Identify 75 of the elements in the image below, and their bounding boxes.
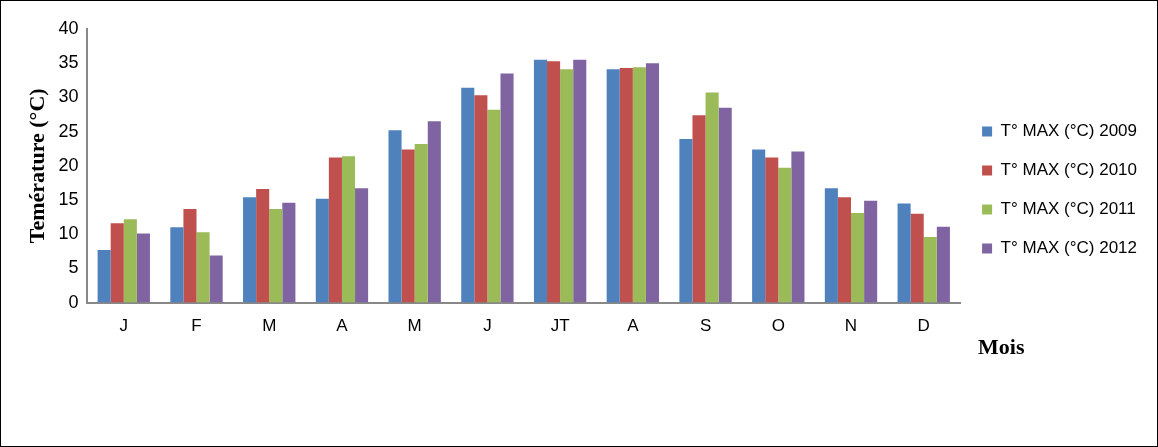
bar: [791, 151, 805, 303]
x-tick-label: O: [771, 316, 785, 336]
bar: [123, 219, 137, 303]
x-tick-label: A: [336, 316, 349, 336]
bar: [414, 143, 428, 303]
legend-label: T° MAX (°C) 2010: [1000, 160, 1138, 180]
bar: [851, 213, 865, 303]
x-tick-label: N: [844, 316, 858, 336]
x-tick-label: A: [627, 316, 640, 336]
bar: [355, 188, 369, 303]
bar: [645, 63, 660, 303]
y-tick-label: 30: [58, 86, 79, 107]
bar: [183, 208, 197, 303]
bar: [824, 188, 838, 303]
bar: [474, 95, 488, 303]
bar: [910, 213, 924, 303]
bar: [573, 59, 587, 303]
x-tick-label: M: [407, 316, 422, 336]
bar: [765, 157, 779, 303]
x-tick-label: D: [917, 316, 930, 336]
bar: [401, 149, 415, 303]
bar: [136, 233, 150, 303]
y-tick-label: 0: [68, 291, 79, 312]
bar: [718, 107, 732, 303]
y-tick-label: 10: [58, 223, 79, 244]
bar: [500, 73, 514, 303]
bar: [110, 223, 124, 303]
legend-label: T° MAX (°C) 2011: [1000, 199, 1136, 219]
bar: [897, 203, 911, 303]
legend-label: T° MAX (°C) 2009: [1000, 121, 1138, 141]
bar: [388, 130, 402, 303]
x-tick-label: J: [483, 316, 492, 336]
x-tick-label: J: [119, 316, 129, 336]
bar: [341, 156, 356, 303]
bar: [427, 121, 441, 303]
bar: [705, 92, 719, 303]
bar: [864, 200, 878, 303]
y-tick-label: 15: [58, 188, 79, 209]
bar: [606, 69, 620, 303]
bar: [560, 69, 574, 303]
bar: [533, 59, 548, 303]
x-tick-label: F: [191, 316, 202, 336]
x-axis-title: Mois: [978, 334, 1025, 360]
bar: [461, 87, 475, 303]
bar: [936, 226, 950, 303]
y-axis-title: Temérature (°C): [23, 88, 49, 244]
bar: [315, 198, 329, 303]
y-tick-label: 20: [58, 154, 79, 175]
bar: [328, 157, 342, 303]
bar: [282, 202, 296, 303]
bar: [679, 139, 693, 303]
legend-label: T° MAX (°C) 2012: [1000, 238, 1138, 258]
y-tick-label: 35: [58, 52, 79, 73]
bar: [209, 255, 223, 303]
bar: [487, 109, 501, 303]
bar: [778, 167, 792, 303]
bar: [547, 61, 561, 303]
x-tick-label: S: [699, 316, 712, 336]
bar: [256, 189, 270, 303]
y-tick-label: 40: [58, 17, 79, 38]
bar: [923, 236, 937, 303]
x-tick-label: M: [262, 316, 277, 336]
bar: [243, 197, 257, 303]
y-tick-label: 25: [58, 120, 79, 141]
x-tick-label: JT: [550, 316, 570, 336]
y-tick-label: 5: [68, 257, 79, 278]
bar: [692, 115, 706, 303]
bar: [632, 67, 646, 303]
bar: [170, 227, 184, 303]
bar: [619, 67, 633, 303]
bar: [837, 197, 852, 303]
bar: [752, 149, 766, 303]
bar: [269, 208, 283, 303]
bar: [97, 249, 111, 303]
bar: [196, 232, 210, 303]
